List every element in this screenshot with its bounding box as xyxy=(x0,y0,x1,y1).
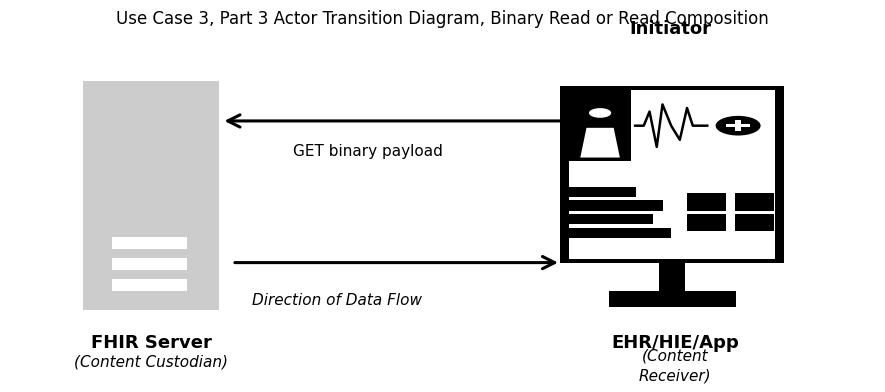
Text: (Content
Receiver): (Content Receiver) xyxy=(638,348,712,383)
Bar xyxy=(112,279,187,291)
Bar xyxy=(735,214,774,231)
Bar xyxy=(688,214,727,231)
Text: Initiator: Initiator xyxy=(629,20,712,38)
Bar xyxy=(569,187,635,197)
Text: GET binary payload: GET binary payload xyxy=(293,144,442,159)
Bar xyxy=(659,263,685,291)
Text: EHR/HIE/App: EHR/HIE/App xyxy=(611,334,739,352)
Bar xyxy=(726,125,750,127)
Bar xyxy=(569,214,653,225)
Bar xyxy=(112,236,187,249)
Text: Use Case 3, Part 3 Actor Transition Diagram, Binary Read or Read Composition: Use Case 3, Part 3 Actor Transition Diag… xyxy=(116,10,769,28)
Bar xyxy=(735,120,741,131)
Circle shape xyxy=(716,116,760,136)
Bar xyxy=(569,200,664,211)
Bar xyxy=(635,90,707,161)
Bar xyxy=(569,90,631,161)
Polygon shape xyxy=(581,128,620,158)
Bar xyxy=(560,87,784,263)
Bar xyxy=(83,81,219,310)
Bar xyxy=(712,90,765,161)
Bar xyxy=(569,90,775,259)
Text: Direction of Data Flow: Direction of Data Flow xyxy=(252,293,422,308)
Bar xyxy=(609,291,735,307)
Text: FHIR Server: FHIR Server xyxy=(91,334,212,352)
Bar xyxy=(688,194,727,211)
Text: (Content Custodian): (Content Custodian) xyxy=(74,355,228,370)
Bar xyxy=(735,194,774,211)
Circle shape xyxy=(589,108,612,118)
Bar xyxy=(112,258,187,270)
Bar xyxy=(569,228,671,238)
